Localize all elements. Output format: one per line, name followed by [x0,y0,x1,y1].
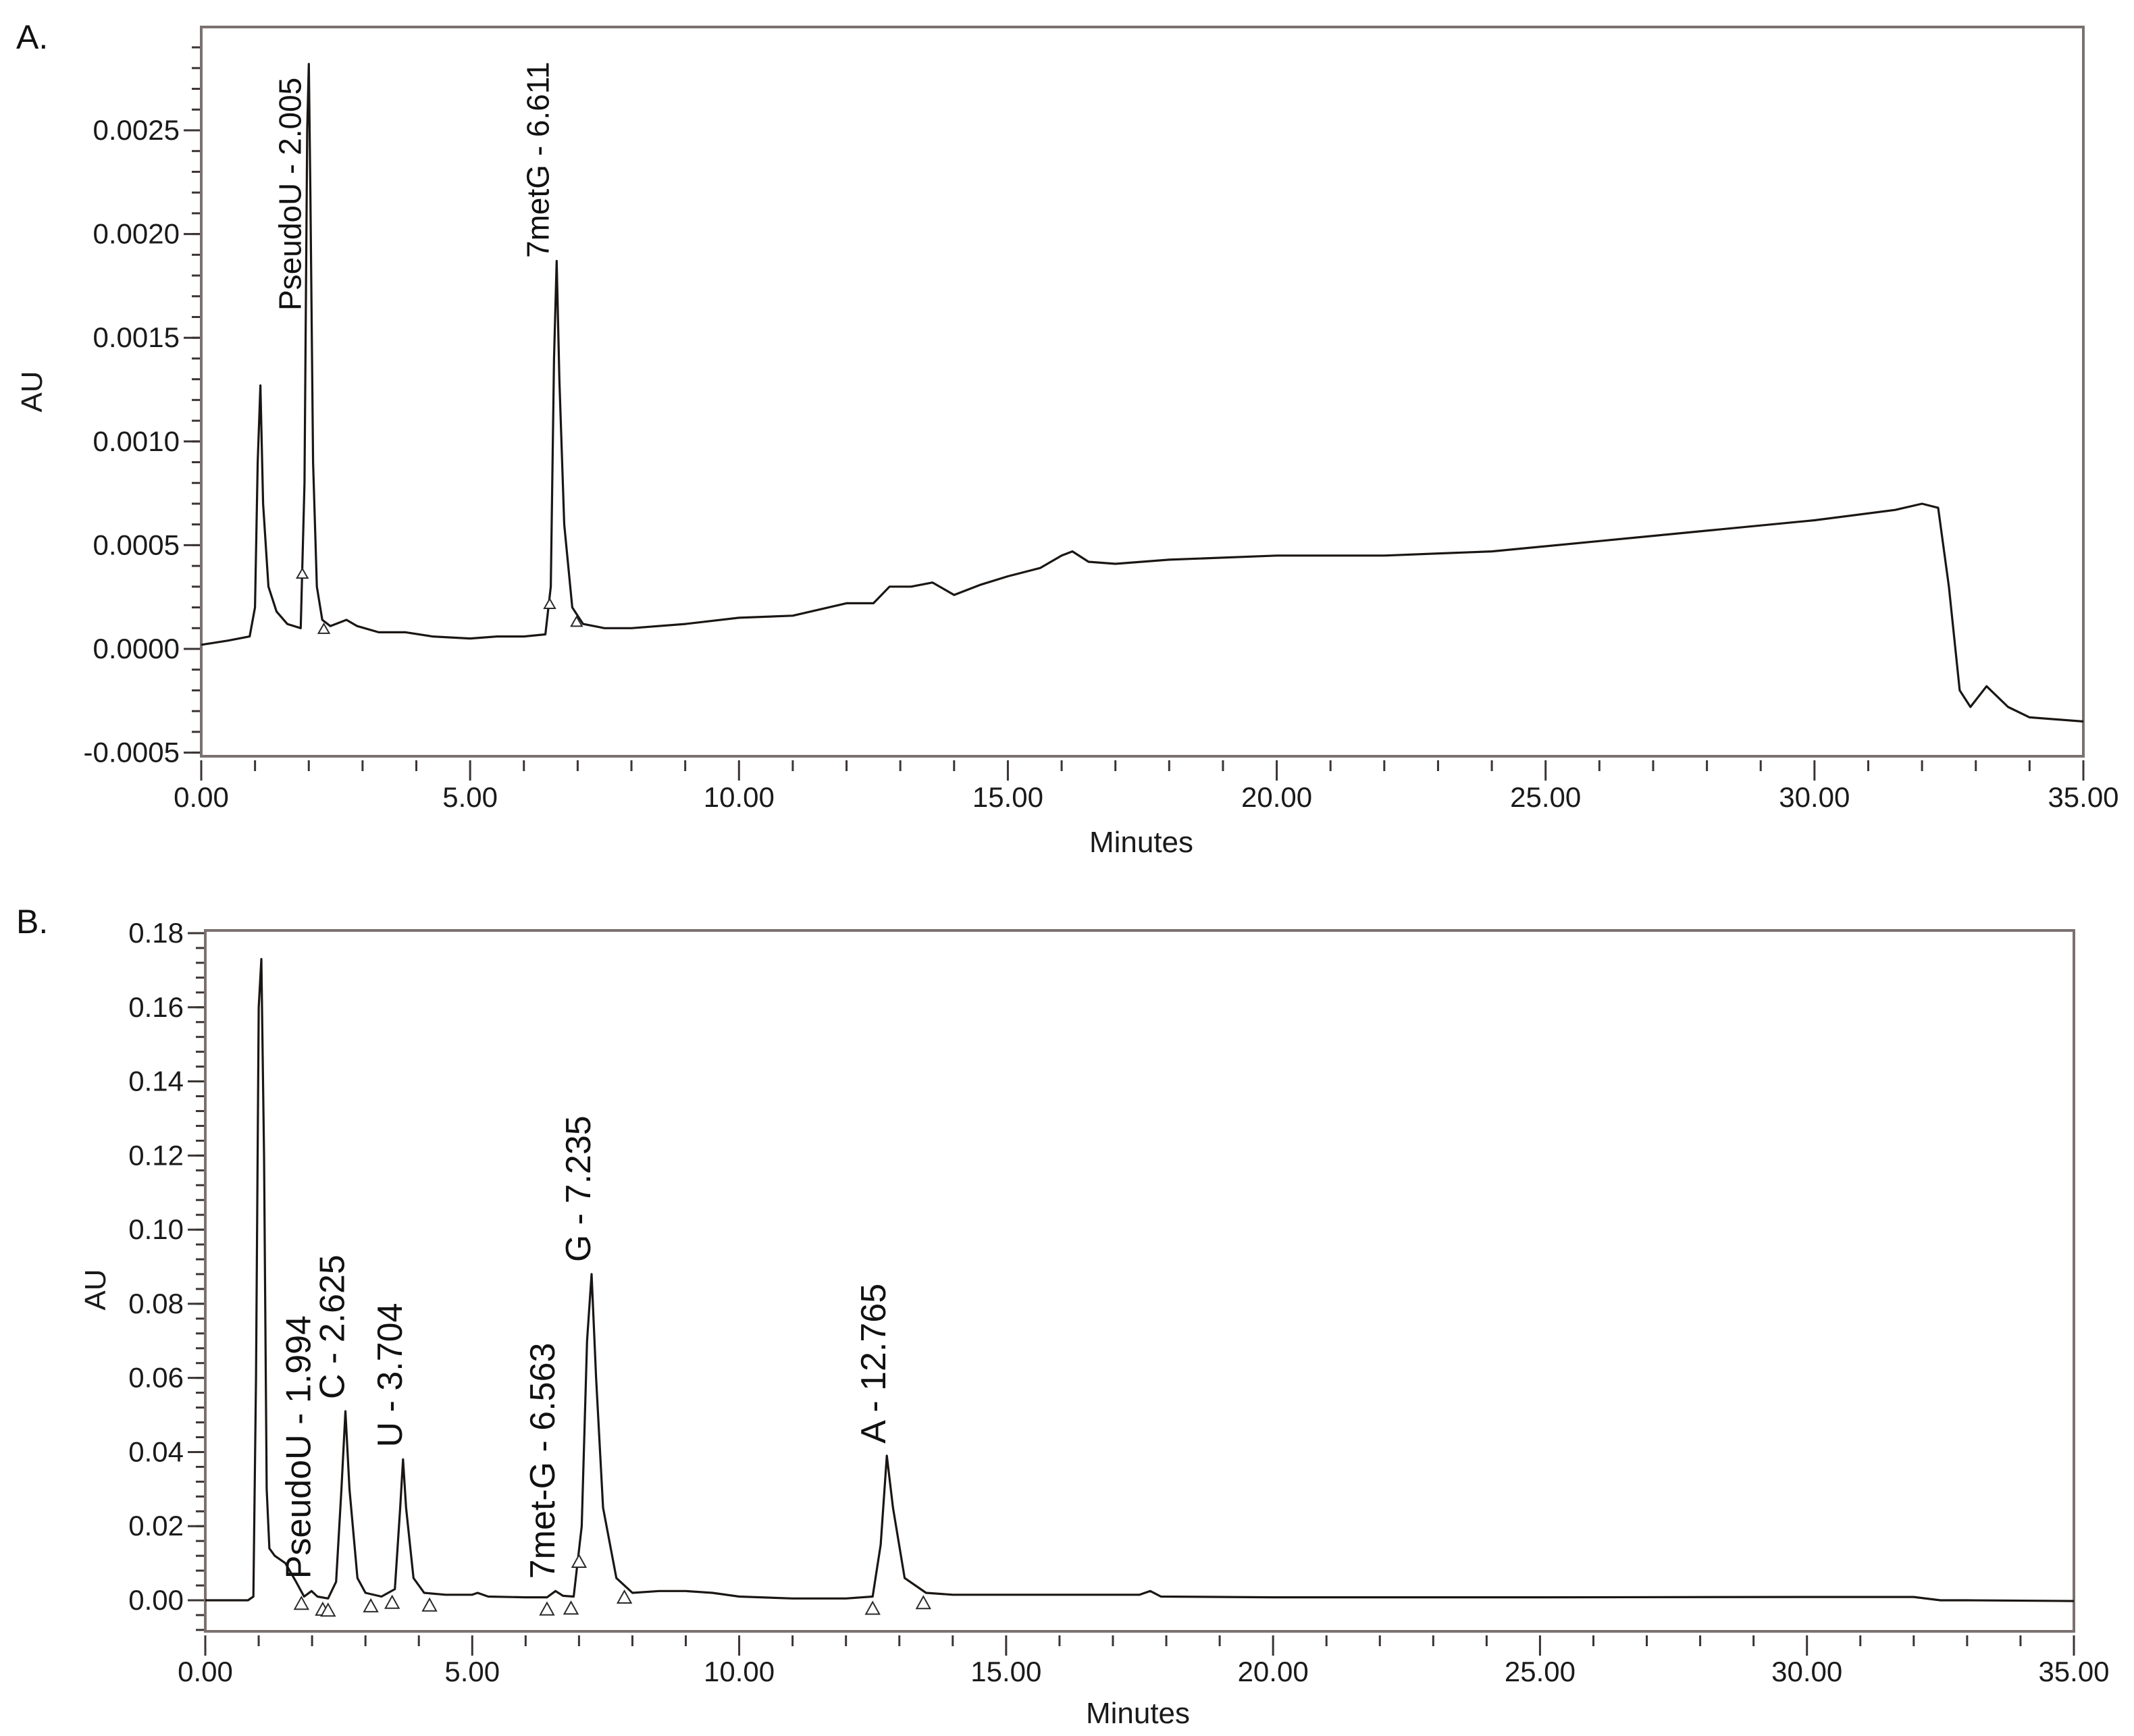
panel-a-y-axis: -0.0005 0.0000 0.0005 0.0010 0.0015 0.0020 0.0… [84,46,201,768]
y-tick-label: 0.0025 [93,114,180,146]
y-tick-label: 0.10 [128,1213,184,1245]
y-tick-label: 0.0000 [93,633,180,664]
panel-b-x-axis: 0.00 5.00 10.00 15.00 20.00 25.00 30.00 35.00 [178,1635,2110,1687]
y-tick-label: 0.12 [128,1139,184,1171]
x-tick-label: 25.00 [1505,1656,1576,1687]
x-tick-label: 0.00 [174,781,229,813]
integration-marker-icon [317,622,331,634]
panel-a-xlabel: Minutes [1089,826,1193,859]
y-tick-label: 0.0015 [93,321,180,353]
y-tick-label: 0.14 [128,1066,184,1097]
panel-b-xlabel: Minutes [1086,1697,1190,1730]
panel-b-ylabel: AU [79,1269,112,1310]
peak-label: U - 3.704 [371,1303,410,1448]
x-tick-label: 25.00 [1510,781,1581,813]
integration-marker-icon [421,1597,438,1612]
x-tick-label: 0.00 [178,1656,233,1687]
peak-label: 7met-G - 6.563 [523,1343,563,1579]
panel-a-chart: A. AU Minutes -0.0005 0.0000 0.0005 0.0010 0… [16,18,2119,859]
panel-a-ylabel: AU [16,371,49,412]
y-tick-label: 0.16 [128,991,184,1023]
integration-marker-icon [864,1600,881,1615]
y-tick-label: 0.0005 [93,529,180,560]
x-tick-label: 35.00 [2048,781,2118,813]
panel-b-y-axis: 0.00 0.02 0.04 0.06 0.08 0.10 0.12 0.14 0.16 0.18 [128,917,205,1631]
y-tick-label: 0.04 [128,1436,184,1467]
x-tick-label: 20.00 [1238,1656,1309,1687]
y-tick-label: 0.0020 [93,218,180,250]
integration-marker-icon [915,1595,932,1610]
x-tick-label: 30.00 [1771,1656,1842,1687]
x-tick-label: 5.00 [442,781,498,813]
x-tick-label: 10.00 [704,781,775,813]
y-tick-label: 0.00 [128,1584,184,1616]
x-tick-label: 35.00 [2038,1656,2109,1687]
chromatogram-trace [201,63,2084,723]
integration-marker-icon [293,1596,310,1610]
integration-marker-icon [384,1594,400,1609]
x-tick-label: 5.00 [444,1656,500,1687]
panel-a-x-axis: 0.00 5.00 10.00 15.00 20.00 25.00 30.00 35.00 [174,760,2119,813]
integration-marker-icon [539,1601,555,1616]
panel-a-label: A. [16,18,48,56]
y-tick-label: -0.0005 [84,737,180,768]
y-tick-label: 0.18 [128,917,184,949]
panel-b-label: B. [16,903,48,941]
panel-a-plot-frame [200,26,2085,758]
panel-b-plot-frame [204,929,2075,1633]
peak-label: PseudoU - 2.005 [273,78,308,311]
panel-a-plot-area: PseudoU - 2.005 7metG - 6.611 [201,61,2084,723]
integration-marker-icon [571,1553,588,1568]
integration-marker-icon [363,1598,379,1612]
y-tick-label: 0.06 [128,1362,184,1394]
x-tick-label: 15.00 [972,781,1043,813]
integration-marker-icon [616,1589,633,1604]
peak-label: C - 2.625 [313,1255,353,1399]
x-tick-label: 15.00 [970,1656,1041,1687]
panel-b-chart: B. AU Minutes 0.000.020.040.060.080.100.… [16,903,2110,1730]
peak-label: G - 7.235 [559,1115,598,1262]
integration-marker-icon [570,615,583,627]
integration-marker-icon [543,597,556,609]
peak-label: PseudoU - 1.994 [280,1315,319,1579]
integration-marker-icon [563,1600,579,1615]
x-tick-label: 30.00 [1779,781,1850,813]
y-tick-label: 0.08 [128,1288,184,1319]
chromatogram-trace [205,957,2075,1602]
y-tick-label: 0.0010 [93,425,180,457]
integration-marker-icon [320,1602,336,1617]
x-tick-label: 20.00 [1241,781,1312,813]
x-tick-label: 10.00 [704,1656,775,1687]
y-tick-label: 0.02 [128,1510,184,1542]
peak-label: 7metG - 6.611 [520,61,555,258]
integration-marker-icon [295,567,309,579]
peak-label: A - 12.765 [854,1284,893,1444]
